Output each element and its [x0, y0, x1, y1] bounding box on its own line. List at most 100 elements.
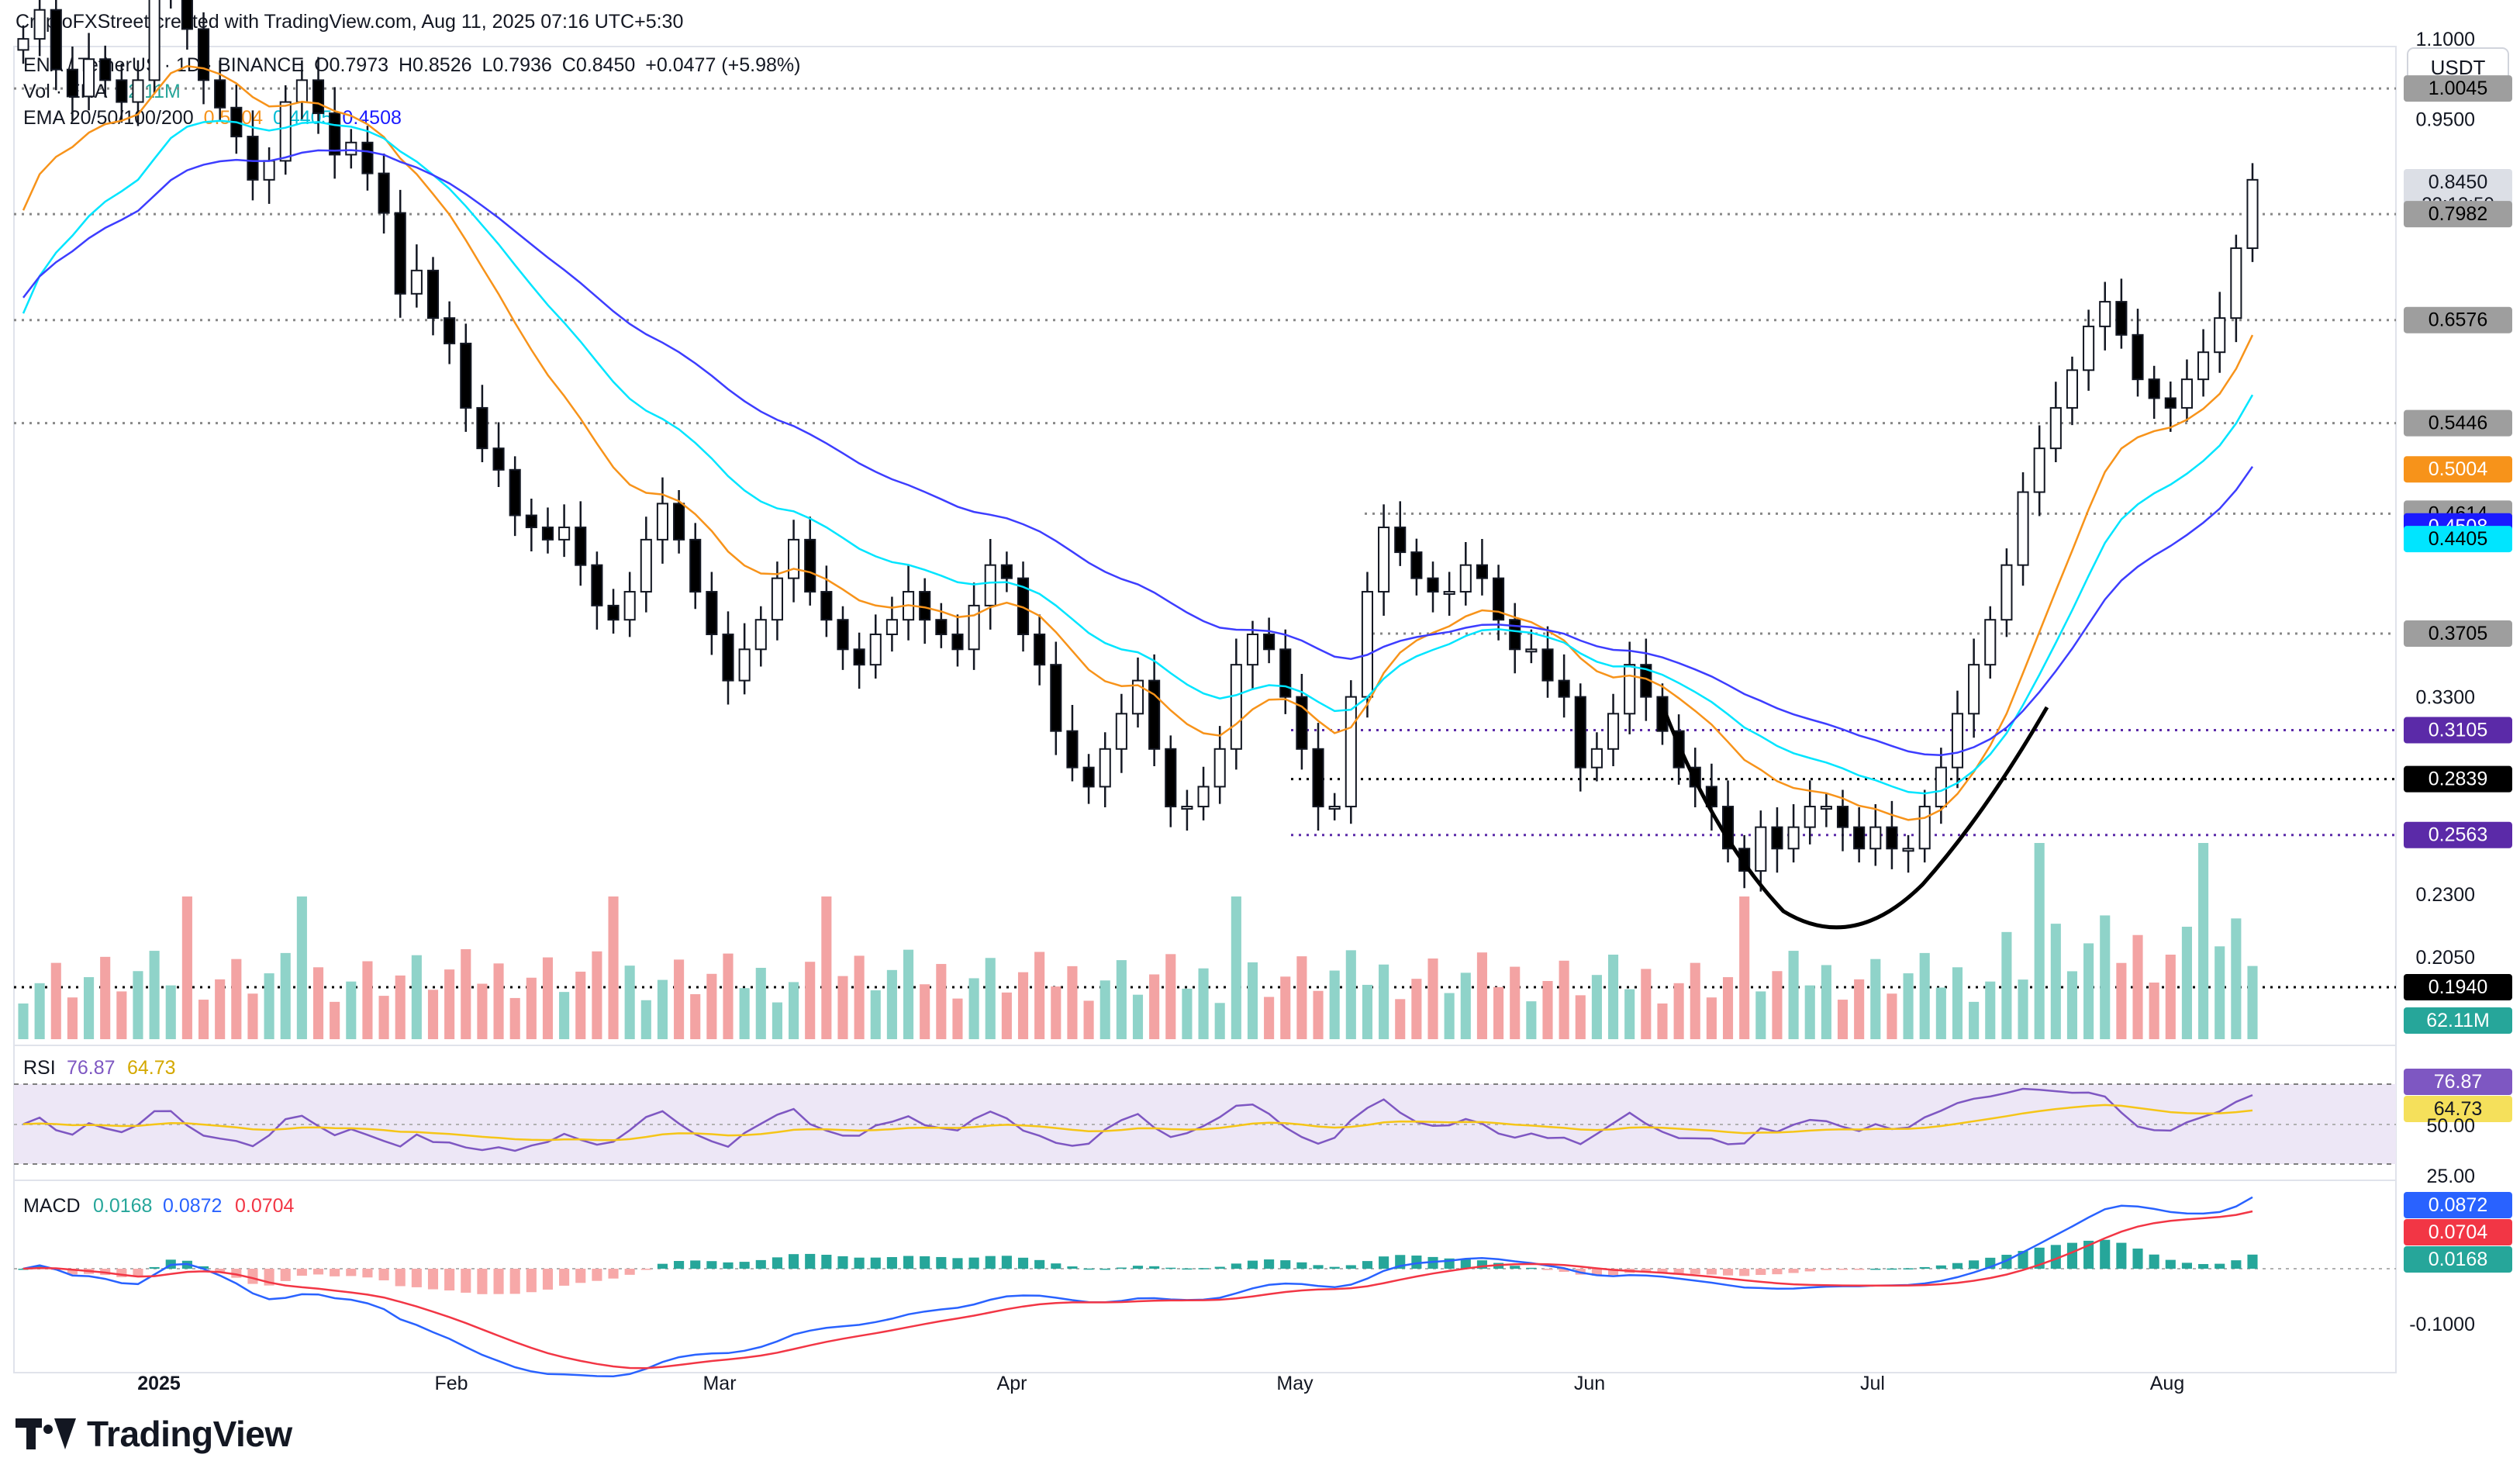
volume-bar [444, 969, 455, 1039]
macd-histogram-bar [2050, 1245, 2061, 1269]
volume-bar [886, 969, 897, 1039]
volume-bar [526, 977, 537, 1039]
candle-up [1968, 664, 1980, 715]
candle-down [1034, 633, 1046, 666]
price-label-box [2404, 1007, 2512, 1034]
rsi-tick-label: 50.00 [2426, 1115, 2475, 1137]
candle-up [640, 538, 652, 593]
volume-bar [116, 991, 127, 1039]
candle-up [1820, 806, 1832, 810]
candle-up [1361, 591, 1374, 698]
candle-down [444, 317, 456, 344]
candle-up [132, 79, 144, 103]
price-label-box [2404, 765, 2512, 793]
candle-up [1181, 806, 1193, 810]
macd-histogram-bar [821, 1255, 832, 1269]
volume-bar [854, 955, 865, 1039]
volume-bar [2247, 965, 2258, 1039]
macd-histogram-bar [411, 1269, 422, 1287]
volume-bar [1214, 1003, 1225, 1039]
price-label-text: 0.5446 [2429, 413, 2487, 434]
candle-up [1099, 748, 1111, 788]
candle-up [1525, 648, 1538, 653]
macd-histogram-bar [674, 1261, 685, 1269]
macd-histogram-bar [1607, 1269, 1619, 1276]
volume-bar [427, 990, 439, 1039]
macd-histogram-bar [624, 1269, 635, 1275]
macd-tick-label: -0.1000 [2409, 1314, 2475, 1335]
macd-histogram-bar [1329, 1266, 1340, 1269]
candle-down [1493, 577, 1505, 621]
candle-up [1345, 696, 1357, 808]
volume-bar [723, 953, 734, 1039]
price-label-text: 0.2563 [2429, 824, 2487, 846]
candle-up [1755, 826, 1767, 872]
macd-histogram-bar [477, 1269, 488, 1294]
price-label-text: 0.8450 [2429, 171, 2487, 193]
volume-bar [330, 1001, 340, 1039]
macd-histogram-bar [1919, 1266, 1930, 1269]
macd-histogram-bar [2083, 1240, 2094, 1269]
candle-down [2148, 378, 2160, 399]
candle-down [591, 564, 603, 606]
volume-bar [1198, 968, 1209, 1039]
volume-bar [575, 971, 586, 1039]
volume-bar [411, 955, 422, 1039]
candle-up [2049, 406, 2062, 450]
volume-bar [296, 896, 307, 1039]
candle-down [2115, 301, 2128, 336]
macd-histogram-bar [2231, 1260, 2242, 1269]
macd-histogram-bar [312, 1269, 324, 1275]
ema50-line [22, 119, 2254, 795]
candle-up [558, 527, 571, 541]
candle-down [1312, 748, 1324, 808]
price-label-text: 0.3705 [2429, 623, 2487, 644]
volume-bar [903, 949, 914, 1039]
volume-bar [706, 973, 717, 1039]
candle-up [984, 564, 996, 606]
volume-bar [280, 952, 291, 1039]
symbol-legend[interactable]: ENA / TetherUS · 1D · BINANCE O0.7973 H0… [23, 54, 805, 77]
candle-down [509, 468, 521, 516]
candle-down [935, 619, 948, 635]
price-label-text: 0.1940 [2429, 976, 2487, 998]
volume-bar [1034, 952, 1045, 1039]
volume-bar [1607, 955, 1619, 1039]
chart-credit: CryptoFXStreet created with TradingView.… [16, 11, 684, 33]
volume-value: 62.11M [117, 81, 181, 102]
macd-histogram-bar [1739, 1269, 1750, 1276]
volume-bar [1182, 988, 1193, 1039]
candle-down [312, 79, 325, 115]
macd-histogram-bar [1935, 1265, 1946, 1269]
rsi-axis-label-box [2404, 1069, 2512, 1095]
time-tick-label: Feb [434, 1373, 468, 1394]
candle-down [378, 172, 390, 214]
macd-histogram-bar [706, 1261, 717, 1269]
volume-bar [1837, 1000, 1849, 1039]
candle-down [492, 447, 505, 471]
macd-histogram-bar [1591, 1269, 1602, 1276]
macd-histogram-bar [1903, 1268, 1914, 1269]
candle-down [329, 112, 341, 156]
macd-histogram-bar [493, 1269, 504, 1294]
candle-up [1115, 713, 1127, 750]
volume-bar [789, 982, 799, 1039]
candle-up [1230, 664, 1242, 750]
macd-histogram-bar [968, 1257, 979, 1269]
candle-up [2083, 325, 2095, 371]
volume-bar [1722, 977, 1734, 1039]
candle-up [2230, 247, 2242, 320]
volume-bar [461, 948, 471, 1039]
volume-bar [2198, 843, 2209, 1039]
time-tick-label: Jul [1860, 1373, 1885, 1394]
candle-up [279, 101, 292, 162]
candle-down [116, 79, 128, 103]
candle-down [247, 136, 259, 181]
volume-bar [67, 997, 78, 1039]
macd-histogram-bar [1067, 1266, 1078, 1269]
rsi-axis-label-box [2404, 1096, 2512, 1122]
volume-bar [1329, 970, 1340, 1039]
volume-bar [608, 896, 619, 1039]
